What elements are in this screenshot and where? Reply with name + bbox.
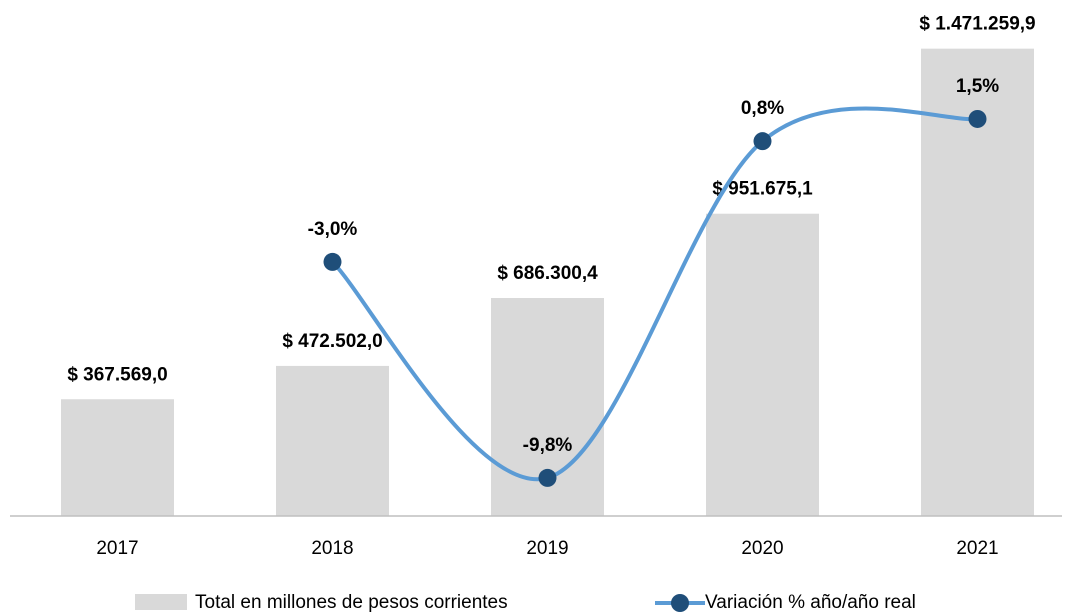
bar-value-label: $ 472.502,0 bbox=[282, 331, 382, 352]
legend-label: Total en millones de pesos corrientes bbox=[195, 592, 508, 613]
line-value-label: 0,8% bbox=[741, 98, 784, 119]
line-value-label: -9,8% bbox=[523, 435, 573, 456]
line-value-label: -3,0% bbox=[308, 219, 358, 240]
line-marker bbox=[753, 132, 772, 151]
bar-value-label: $ 951.675,1 bbox=[712, 179, 813, 200]
x-tick-label: 2020 bbox=[741, 538, 783, 559]
legend-swatch bbox=[135, 594, 187, 610]
line-marker bbox=[538, 468, 557, 487]
line-value-label: 1,5% bbox=[956, 76, 999, 97]
bar-value-label: $ 1.471.259,9 bbox=[919, 14, 1035, 35]
x-tick-label: 2021 bbox=[956, 538, 998, 559]
line-marker bbox=[968, 109, 987, 128]
bar bbox=[276, 365, 389, 516]
line bbox=[331, 106, 978, 482]
x-tick-label: 2018 bbox=[311, 538, 353, 559]
bar-value-label: $ 686.300,4 bbox=[497, 263, 598, 284]
x-tick-label: 2019 bbox=[526, 538, 568, 559]
bar-value-label: $ 367.569,0 bbox=[67, 364, 167, 385]
x-tick-label: 2017 bbox=[96, 538, 138, 559]
bar bbox=[61, 399, 174, 516]
line-marker bbox=[323, 252, 342, 271]
legend-marker bbox=[671, 594, 689, 612]
bar bbox=[706, 213, 819, 517]
legend-label: Variación % año/año real bbox=[705, 592, 916, 613]
